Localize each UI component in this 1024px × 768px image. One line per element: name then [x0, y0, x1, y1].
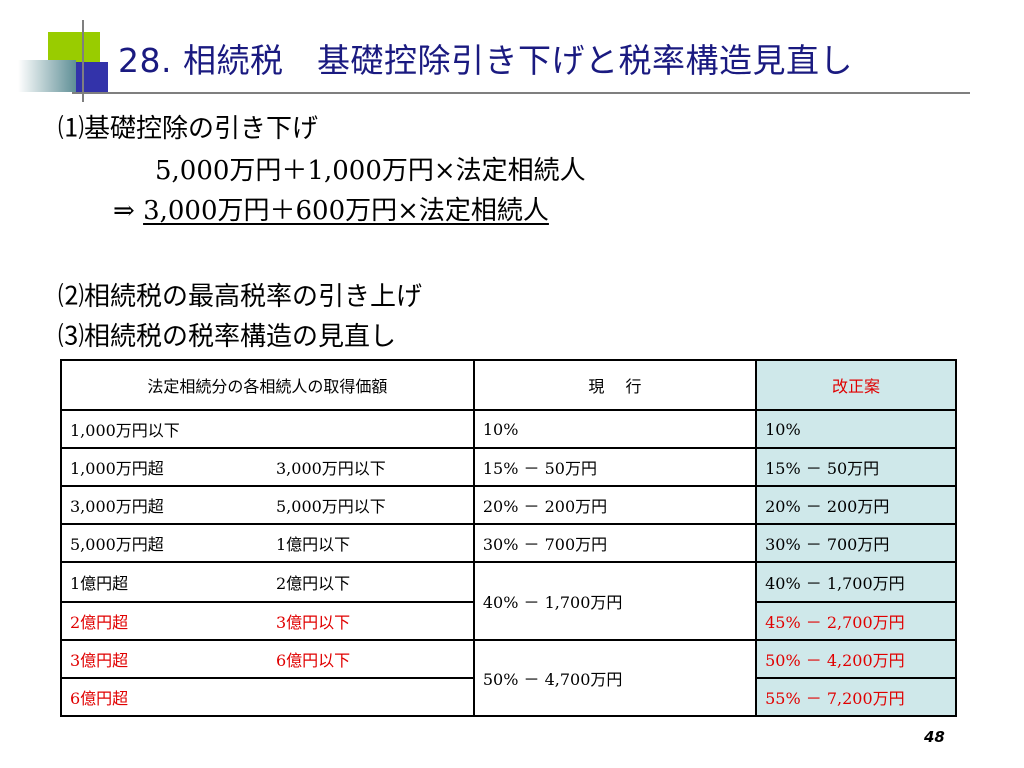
table-row: 1億円超 2億円以下 40% － 1,700万円 40% － 1,700万円	[60, 561, 957, 641]
logo-green-square	[48, 32, 100, 64]
corner-logo	[0, 0, 110, 110]
slide-title: 28. 相続税 基礎控除引き下げと税率構造見直し	[118, 41, 853, 80]
proposal-rate: 15% － 50万円	[755, 447, 957, 487]
range-high: 6億円以下	[276, 651, 351, 670]
range-low: 5,000万円超	[70, 535, 164, 554]
new-formula: 3,000万円＋600万円×法定相続人	[143, 196, 549, 226]
range-low: 2億円超	[70, 613, 129, 632]
current-rate: 50% － 4,700万円	[472, 639, 758, 717]
range-low: 1,000万円超	[70, 459, 164, 478]
new-formula-line: ⇒ 3,000万円＋600万円×法定相続人	[113, 190, 549, 227]
header-acquisition-value: 法定相続分の各相続人の取得価額	[60, 359, 475, 411]
section3-heading: ⑶相続税の税率構造の見直し	[58, 322, 397, 352]
proposal-rate: 10%	[755, 409, 957, 449]
logo-teal-bar	[18, 60, 76, 92]
section2-heading: ⑵相続税の最高税率の引き上げ	[58, 282, 423, 312]
table-row: 1,000万円超 3,000万円以下 15% － 50万円 15% － 50万円	[60, 447, 957, 487]
current-rate: 10%	[472, 409, 758, 449]
current-formula: 5,000万円＋1,000万円×法定相続人	[155, 156, 586, 186]
proposal-rate: 40% － 1,700万円	[755, 561, 957, 603]
section1-heading: ⑴基礎控除の引き下げ	[58, 114, 319, 144]
proposal-rate: 30% － 700万円	[755, 523, 957, 563]
range-high: 5,000万円以下	[276, 497, 386, 516]
table-row: 5,000万円超 1億円以下 30% － 700万円 30% － 700万円	[60, 523, 957, 563]
proposal-rate: 50% － 4,200万円	[755, 639, 957, 679]
title-divider	[72, 92, 970, 94]
page-number: 48	[924, 728, 945, 746]
range-high: 1億円以下	[276, 535, 351, 554]
current-rate: 15% － 50万円	[472, 447, 758, 487]
table-row: 6億円超 55% － 7,200万円	[60, 677, 957, 717]
table-row: 2億円超 3億円以下 45% － 2,700万円	[60, 601, 957, 641]
range-high: 3,000万円以下	[276, 459, 386, 478]
tax-rate-table: 法定相続分の各相続人の取得価額 現 行 改正案 1,000万円以下 10% 10…	[60, 359, 957, 717]
range-low: 3,000万円超	[70, 497, 164, 516]
table-row: 3,000万円超 5,000万円以下 20% － 200万円 20% － 200万…	[60, 485, 957, 525]
current-rate: 20% － 200万円	[472, 485, 758, 525]
table-header-row: 法定相続分の各相続人の取得価額 現 行 改正案	[60, 359, 957, 411]
proposal-rate: 45% － 2,700万円	[755, 601, 957, 641]
logo-vertical-line	[82, 20, 84, 102]
proposal-rate: 55% － 7,200万円	[755, 677, 957, 717]
range-low: 1,000万円以下	[70, 421, 180, 440]
proposal-rate: 20% － 200万円	[755, 485, 957, 525]
header-proposal: 改正案	[755, 359, 957, 411]
table-row: 3億円超 6億円以下 50% － 4,700万円 50% － 4,200万円	[60, 639, 957, 717]
header-current: 現 行	[472, 359, 758, 411]
current-rate: 40% － 1,700万円	[472, 561, 758, 641]
current-rate: 30% － 700万円	[472, 523, 758, 563]
arrow-icon: ⇒	[113, 196, 135, 226]
table-row: 1,000万円以下 10% 10%	[60, 409, 957, 449]
range-high: 2億円以下	[276, 574, 351, 593]
logo-blue-square	[76, 62, 108, 94]
range-low: 3億円超	[70, 651, 129, 670]
range-high: 3億円以下	[276, 613, 351, 632]
range-low: 6億円超	[70, 689, 129, 708]
range-low: 1億円超	[70, 574, 129, 593]
